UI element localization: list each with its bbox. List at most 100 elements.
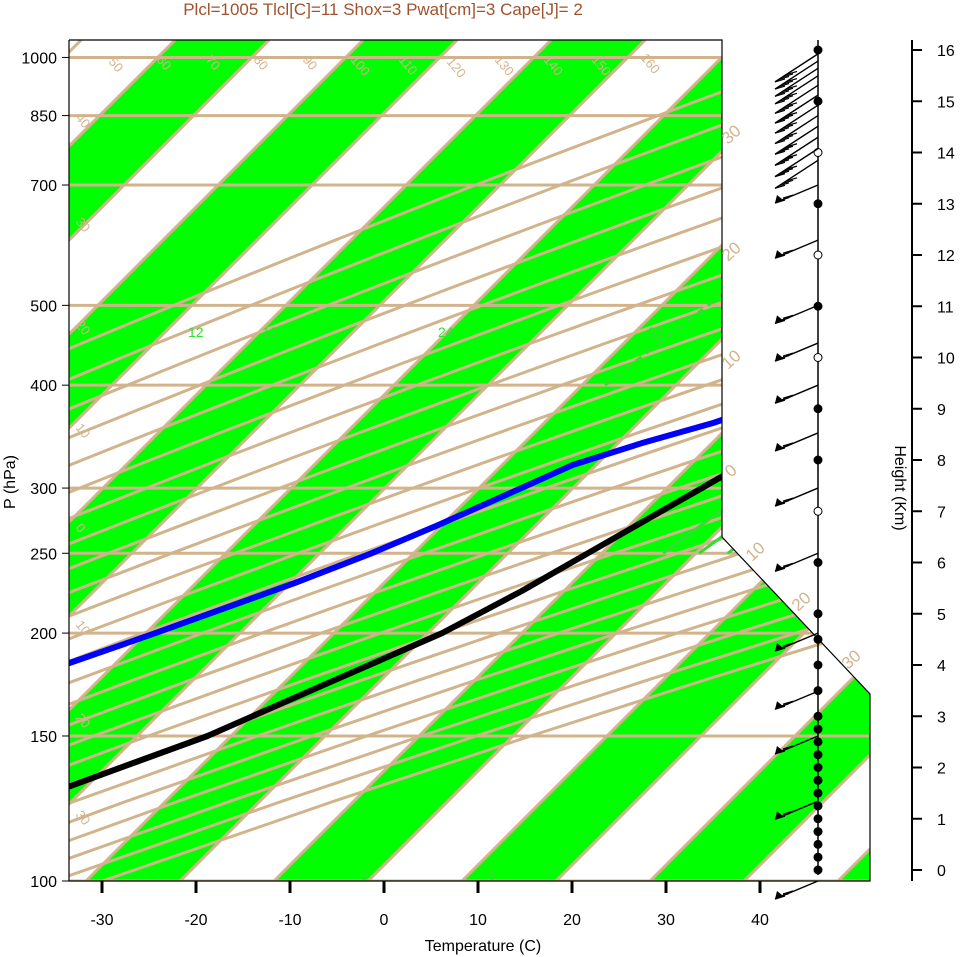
wind-barb-flag bbox=[775, 250, 782, 259]
isotherm-label: 0 bbox=[721, 461, 741, 481]
pressure-tick-label: 300 bbox=[30, 481, 57, 498]
wind-barb-feather bbox=[782, 73, 794, 78]
dry-adiabat bbox=[69, 40, 870, 881]
temperature-axis: -30 -20 -10 0 10 20 30 40 bbox=[69, 880, 870, 929]
wind-barb-feather bbox=[774, 705, 786, 710]
dry-adiabat bbox=[69, 40, 870, 881]
wind-barb-feather bbox=[778, 892, 790, 898]
wind-barb-feather bbox=[786, 143, 798, 148]
wind-barb-flag bbox=[775, 811, 782, 820]
pressure-axis: 100 150 200 250 300 400 500 700 850 1000 bbox=[21, 50, 69, 891]
pressure-tick-label: 250 bbox=[30, 546, 57, 563]
wind-barb-flag bbox=[775, 395, 782, 404]
wind-barb-feather bbox=[786, 70, 798, 75]
wind-barb-flag bbox=[775, 891, 782, 899]
height-tick-label: 10 bbox=[937, 351, 955, 368]
wind-level-dot bbox=[813, 775, 823, 785]
wind-barb-feather bbox=[786, 92, 798, 97]
wind-barb-feather bbox=[778, 397, 790, 402]
pressure-tick-label: 500 bbox=[30, 298, 57, 315]
mixing-ratio-label: 16 bbox=[262, 324, 278, 340]
wind-barb-feather bbox=[782, 145, 794, 150]
isotherm-line bbox=[554, 40, 870, 881]
wind-barb-feather bbox=[782, 890, 794, 895]
wind-barb-feather bbox=[774, 184, 786, 189]
wind-barb-feather bbox=[778, 499, 790, 505]
wind-barb-feather bbox=[778, 444, 790, 450]
mixing-ratio-label: 32 bbox=[648, 324, 664, 340]
pressure-tick-label: 150 bbox=[30, 729, 57, 746]
wind-barb-feather bbox=[778, 107, 790, 112]
wind-barb-feather bbox=[782, 249, 794, 254]
mixing-ratio-label: 3 bbox=[360, 867, 368, 883]
wind-barb-feather bbox=[782, 95, 794, 100]
mixing-ratio-label: 24 bbox=[438, 324, 454, 340]
wind-barb bbox=[774, 136, 819, 166]
wind-level-dot bbox=[813, 865, 823, 875]
wind-barb bbox=[774, 114, 819, 145]
temperature-tick-label: -10 bbox=[278, 912, 301, 929]
height-tick-label: 12 bbox=[937, 248, 955, 265]
height-tick-label: 5 bbox=[937, 607, 946, 624]
wind-barb-feather bbox=[774, 109, 786, 114]
wind-barb-feather bbox=[774, 150, 786, 155]
wind-level-dot bbox=[813, 827, 823, 837]
wind-barb-feather bbox=[778, 645, 790, 650]
dry-adiabat bbox=[69, 40, 870, 881]
y-axis-title: P (hPa) bbox=[2, 455, 19, 509]
wind-barb-feather bbox=[786, 122, 798, 127]
wind-level-dot bbox=[813, 404, 823, 414]
wind-level-dot bbox=[813, 558, 823, 567]
wind-barb-feather bbox=[782, 194, 794, 199]
height-tick-label: 11 bbox=[937, 299, 954, 316]
height-tick-label: 15 bbox=[937, 94, 955, 111]
wind-barb-feather bbox=[782, 114, 794, 119]
wind-level-dot bbox=[813, 250, 823, 260]
wind-barb-feather bbox=[778, 317, 790, 322]
mixing-ratio-label: 8 bbox=[488, 867, 496, 883]
wind-barb bbox=[774, 125, 819, 155]
chart-title: Plcl=1005 Tlcl[C]=11 Shox=3 Pwat[cm]=3 C… bbox=[183, 0, 583, 19]
wind-barb-feather bbox=[782, 124, 794, 129]
wind-barb-feather bbox=[782, 352, 794, 357]
isotherm-line bbox=[69, 40, 647, 881]
wind-barb bbox=[774, 60, 819, 90]
isotherm-line bbox=[69, 40, 365, 881]
mixing-ratio-label: 12 bbox=[188, 324, 204, 340]
temperature-profile bbox=[69, 57, 870, 881]
dry-adiabat bbox=[69, 40, 865, 881]
dry-adiabat bbox=[69, 40, 870, 881]
wind-barb-feather bbox=[782, 562, 794, 567]
left-isotherm-label: 10 bbox=[73, 420, 94, 441]
pressure-tick-label: 700 bbox=[30, 178, 57, 195]
dry-adiabat bbox=[69, 40, 870, 881]
wind-barb-flag bbox=[775, 353, 782, 362]
dry-adiabat bbox=[69, 40, 870, 881]
wind-barb-feather bbox=[782, 810, 794, 815]
wind-barb-feather bbox=[782, 314, 794, 319]
pressure-tick-label: 200 bbox=[30, 626, 57, 643]
wind-level-dot bbox=[813, 763, 823, 772]
temperature-tick-label: 20 bbox=[563, 912, 581, 929]
wind-barb-feather bbox=[782, 179, 794, 184]
isotherm-lines bbox=[69, 40, 870, 881]
wind-barb-feather bbox=[786, 132, 798, 137]
wind-barb-feather bbox=[774, 895, 786, 900]
pressure-tick-label: 400 bbox=[30, 378, 57, 395]
dry-adiabat bbox=[69, 40, 870, 881]
wind-barb-feather bbox=[786, 77, 798, 83]
wind-barb-feather bbox=[774, 447, 786, 452]
height-tick-label: 3 bbox=[937, 709, 946, 726]
mixing-ratio-line bbox=[722, 40, 870, 387]
wind-level-dot bbox=[813, 45, 823, 55]
wind-barb-feather bbox=[774, 399, 786, 404]
wind-barb-feather bbox=[778, 196, 790, 202]
pressure-tick-label: 100 bbox=[30, 874, 57, 891]
wind-level-dot bbox=[813, 788, 823, 798]
height-tick-label: 0 bbox=[937, 863, 946, 880]
wind-barb-feather bbox=[774, 78, 786, 83]
temperature-tick-label: -30 bbox=[90, 912, 113, 929]
wind-barb-feather bbox=[782, 642, 794, 647]
wind-barb-feather bbox=[774, 750, 786, 755]
